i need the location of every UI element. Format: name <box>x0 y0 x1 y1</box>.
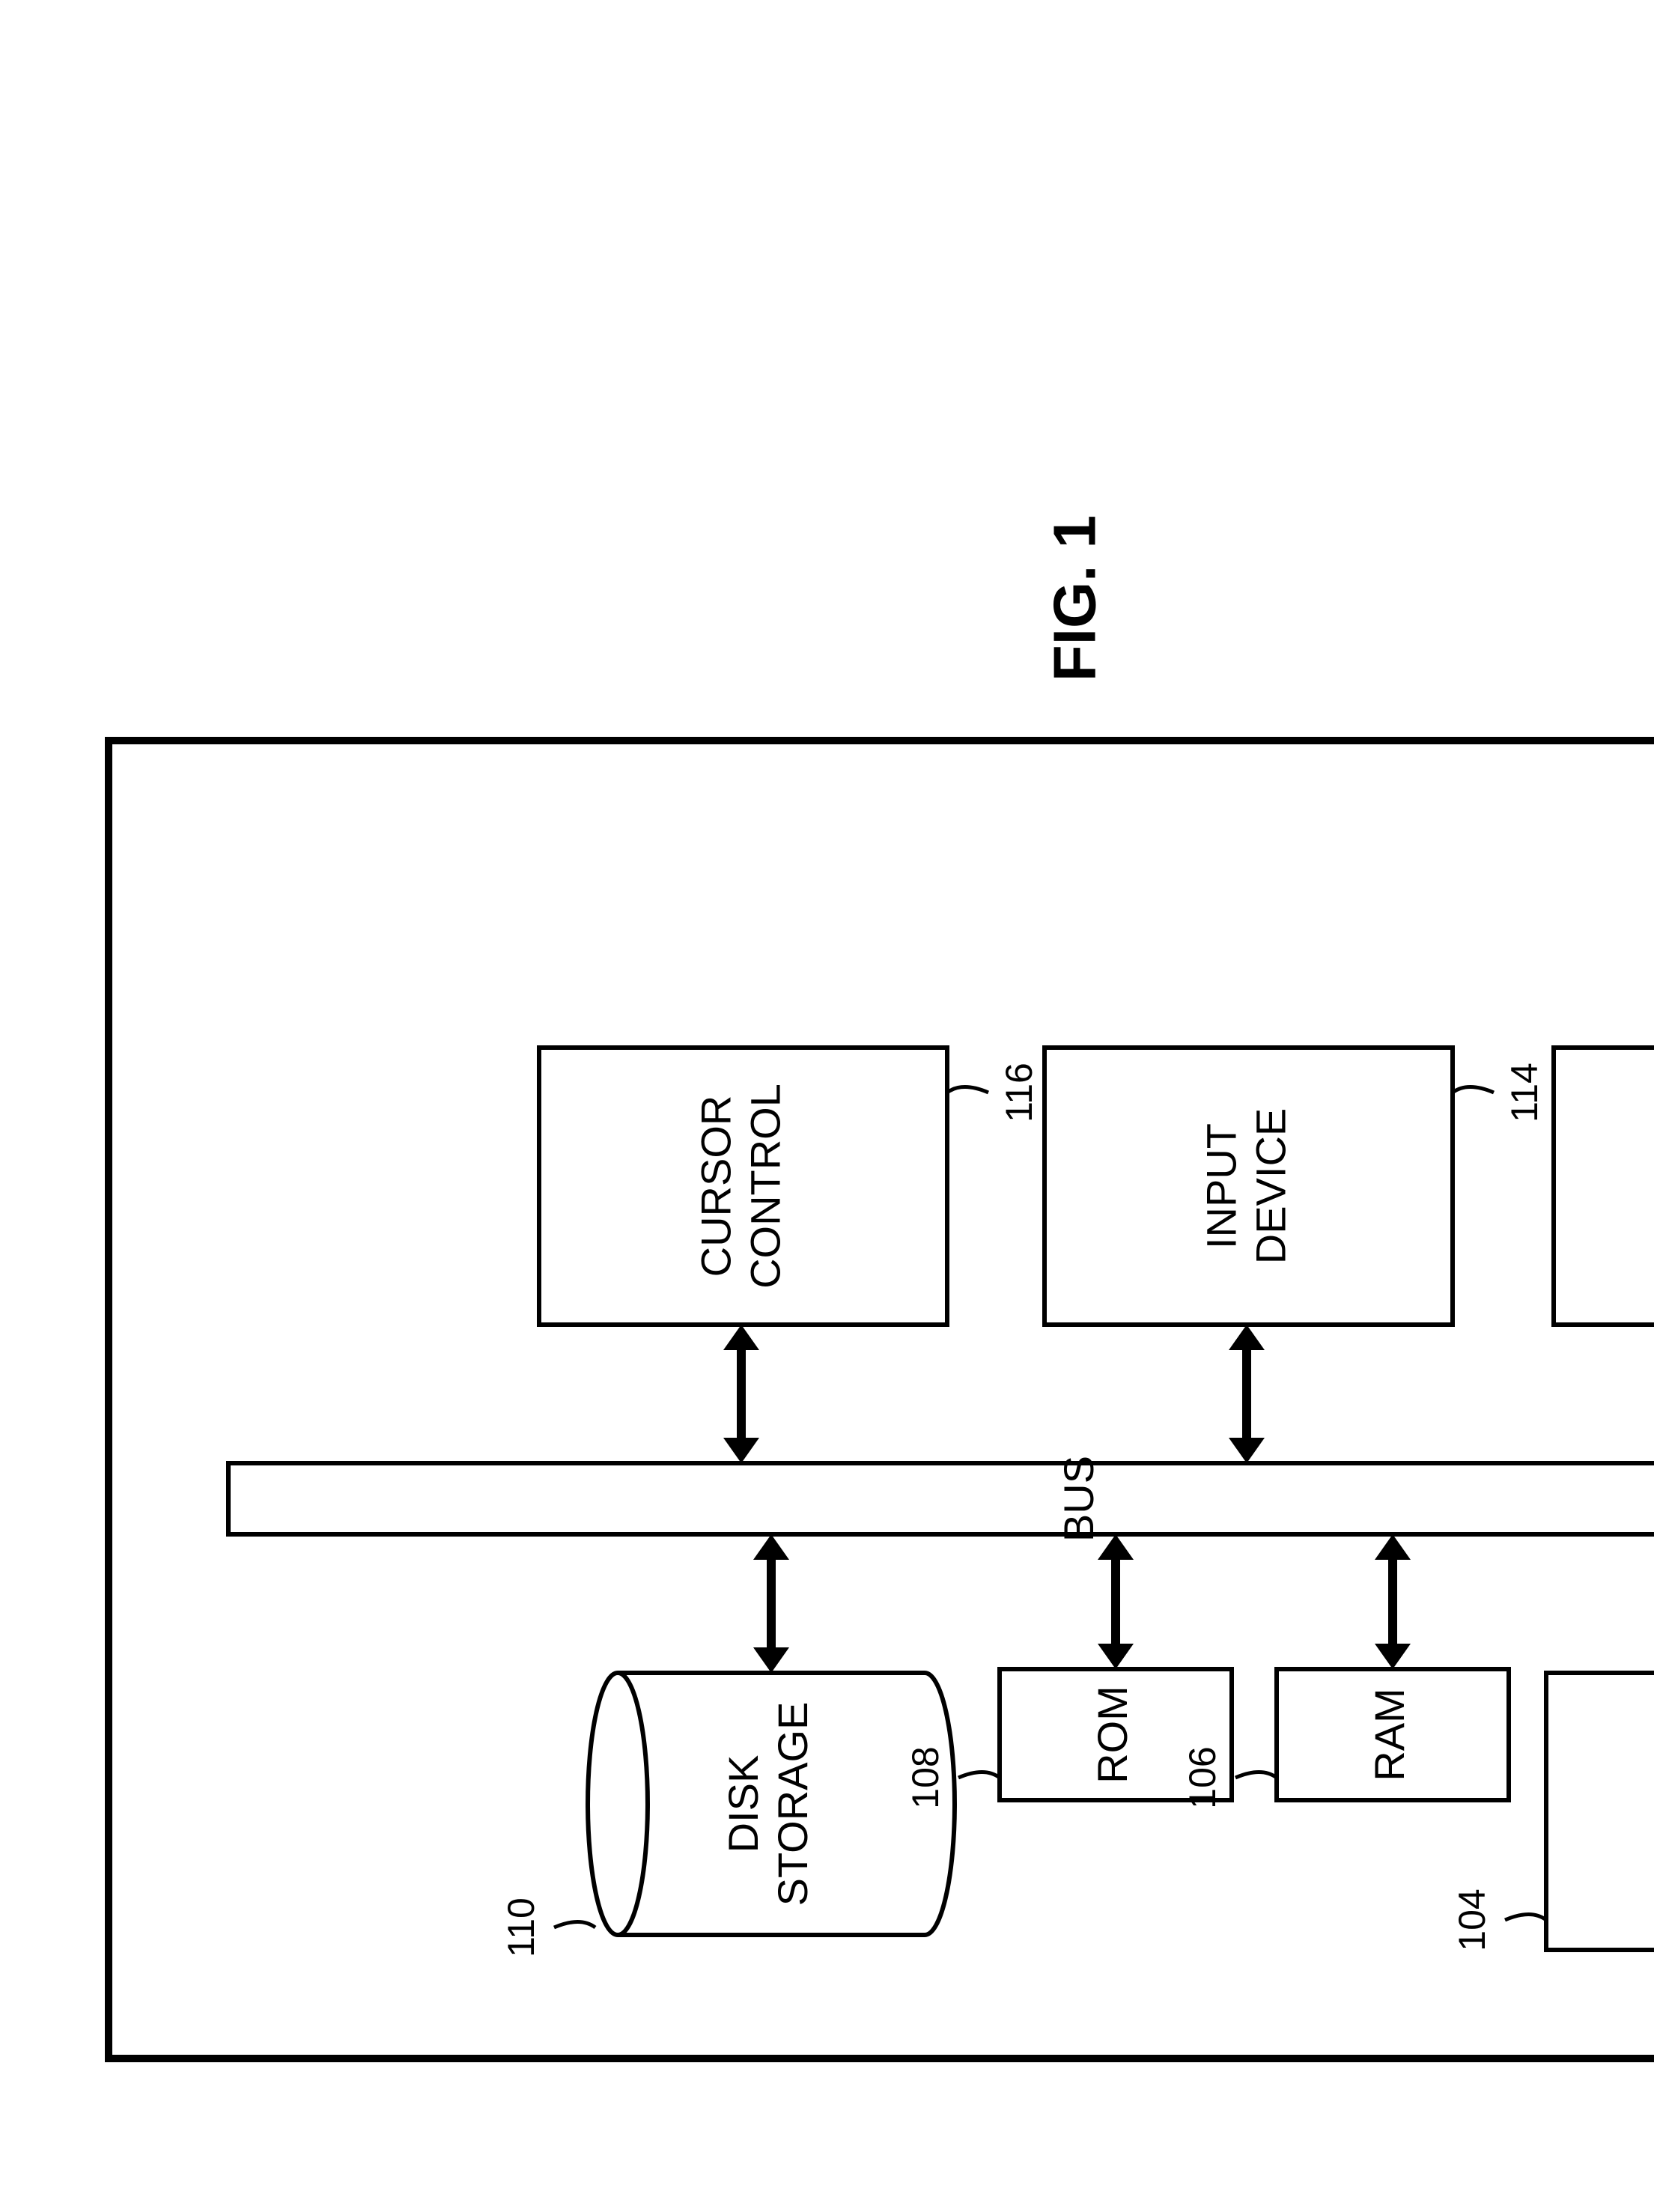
input-device-label2: DEVICE <box>1247 1108 1294 1265</box>
processor-ref-leader <box>1505 1915 1546 1921</box>
disk-label1: DISK <box>720 1755 767 1853</box>
input-device-label1: INPUT <box>1197 1123 1244 1249</box>
display-block <box>1554 1048 1654 1325</box>
processor-ref: 104 <box>1451 1889 1493 1951</box>
bus-block <box>228 1463 1654 1534</box>
figure-svg: BUS102PROCESSOR104RAM106ROM108DISKSTORAG… <box>0 0 1654 2212</box>
figure-title: FIG. 1 <box>1042 515 1108 681</box>
disk-cylinder-top <box>618 1673 648 1935</box>
disk-ref-leader <box>554 1922 595 1928</box>
input-device-ref-leader <box>1453 1087 1494 1093</box>
disk-ref: 110 <box>500 1897 542 1957</box>
outer-frame <box>109 741 1654 2058</box>
ram-ref-leader <box>1235 1772 1277 1778</box>
bus-label: BUS <box>1055 1456 1102 1542</box>
ram-bus-arrow <box>1375 1534 1411 1669</box>
rom-ref: 108 <box>904 1746 946 1808</box>
ram-label: RAM <box>1366 1688 1413 1781</box>
disk-label2: STORAGE <box>769 1702 816 1906</box>
cursor-control-ref-leader <box>947 1087 988 1093</box>
processor-block <box>1546 1673 1654 1950</box>
rom-ref-leader <box>958 1772 1000 1778</box>
input-device-bus-arrow <box>1229 1325 1265 1463</box>
cursor-control-bus-arrow <box>723 1325 759 1463</box>
rom-bus-arrow <box>1098 1534 1134 1669</box>
diagram-page: { "figure": { "title": "FIG. 1", "overal… <box>0 0 1654 2212</box>
disk-bus-arrow <box>753 1534 789 1673</box>
rom-label: ROM <box>1089 1686 1136 1784</box>
cursor-control-label2: CONTROL <box>741 1084 788 1289</box>
input-device-ref: 114 <box>1504 1063 1545 1122</box>
cursor-control-label1: CURSOR <box>692 1096 739 1277</box>
cursor-control-ref: 116 <box>998 1063 1040 1122</box>
